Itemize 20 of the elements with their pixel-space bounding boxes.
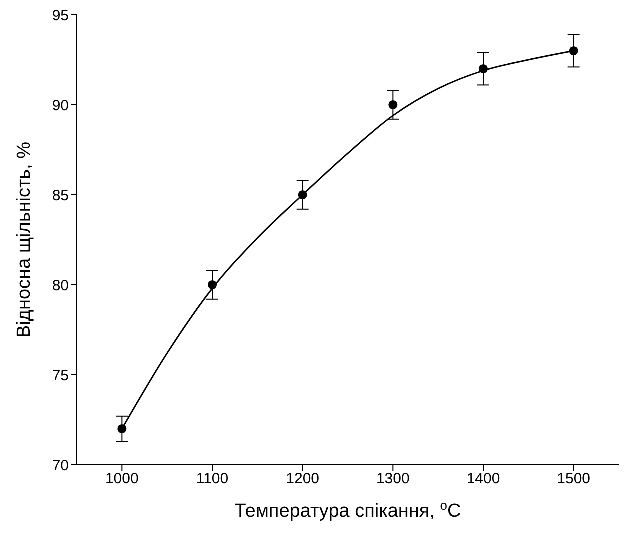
x-tick-label: 1100 bbox=[196, 470, 229, 488]
point bbox=[298, 190, 308, 200]
point bbox=[478, 64, 488, 74]
x-tick-label: 1400 bbox=[466, 470, 500, 488]
y-tick-label: 85 bbox=[52, 187, 69, 204]
y-tick-label: 95 bbox=[52, 7, 69, 24]
point bbox=[208, 280, 218, 290]
x-tick-label: 1500 bbox=[557, 470, 591, 488]
y-tick-label: 70 bbox=[52, 457, 69, 474]
y-tick-label: 90 bbox=[52, 97, 69, 114]
x-tick-label: 1000 bbox=[105, 470, 139, 488]
x-tick-label: 1200 bbox=[286, 470, 320, 488]
x-tick-label: 1300 bbox=[376, 470, 410, 488]
y-tick-label: 80 bbox=[52, 277, 69, 294]
point bbox=[388, 100, 398, 110]
y-axis-title: Відносна щільність, % bbox=[14, 142, 35, 338]
x-axis-title: Температура спікання, $^{o}$C bbox=[234, 498, 462, 522]
point bbox=[118, 424, 127, 434]
point bbox=[569, 46, 578, 56]
y-tick-label: 75 bbox=[52, 367, 69, 384]
